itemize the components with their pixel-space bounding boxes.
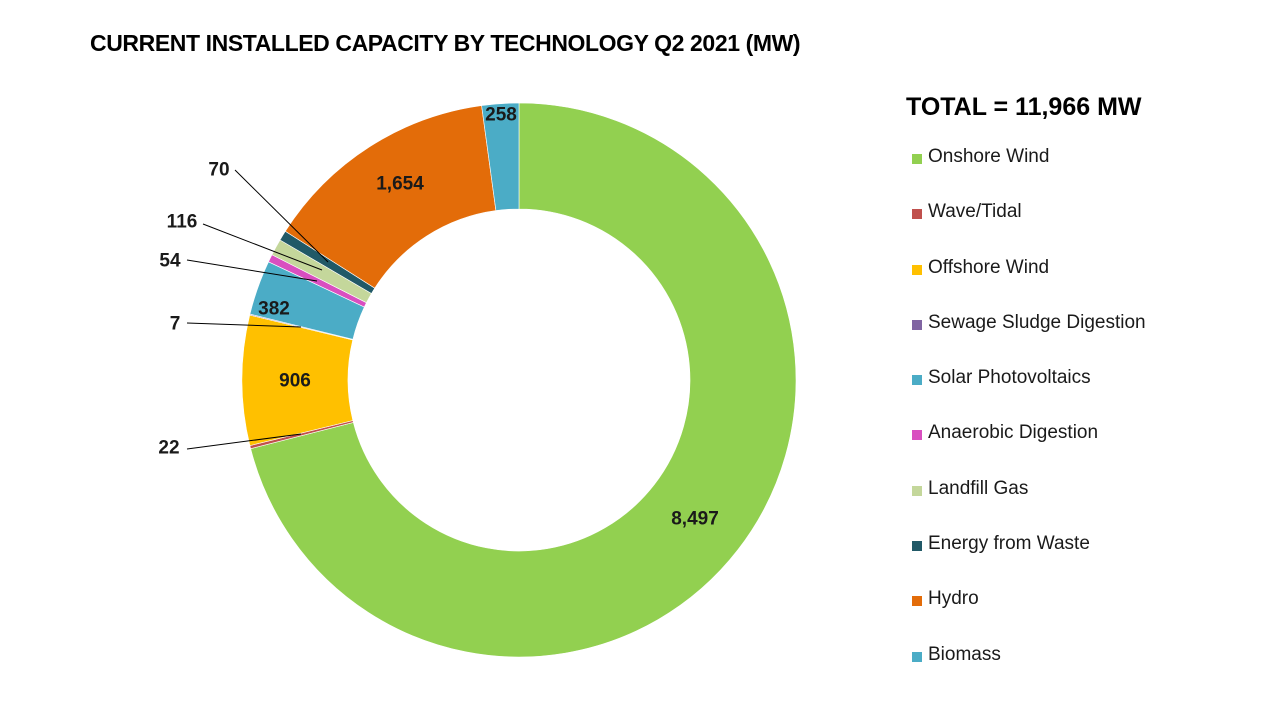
legend-swatch: [912, 319, 922, 330]
data-label-landfill-gas: 116: [167, 212, 198, 233]
leader-line-landfill-gas: [202, 223, 323, 271]
data-label-offshore-wind: 906: [279, 371, 311, 392]
data-label-wave-tidal: 22: [158, 438, 179, 459]
slice-onshore-wind: [250, 102, 797, 658]
leader-line-energy-from-waste: [234, 169, 329, 263]
leader-line-anaerobic-digestion: [186, 259, 318, 282]
legend-label: Energy from Waste: [928, 533, 1090, 555]
legend-item-landfill-gas: Landfill Gas: [912, 478, 1146, 533]
leader-line-sewage-sludge-digestion: [186, 322, 302, 328]
data-label-solar-photovoltaics: 382: [258, 299, 290, 320]
legend-label: Anaerobic Digestion: [928, 422, 1099, 444]
legend: Onshore Wind Wave/Tidal Offshore Wind Sewag…: [912, 146, 1146, 699]
legend-swatch: [912, 154, 922, 164]
data-label-sewage-sludge-digestion: 7: [170, 314, 181, 335]
legend-item-anaerobic-digestion: Anaerobic Digestion: [912, 422, 1146, 477]
legend-label: Sewage Sludge Digestion: [928, 311, 1146, 333]
legend-label: Biomass: [928, 643, 1001, 665]
legend-item-wave-tidal: Wave/Tidal: [912, 201, 1146, 256]
chart-title: CURRENT INSTALLED CAPACITY BY TECHNOLOGY…: [90, 30, 801, 56]
legend-item-biomass: Biomass: [912, 644, 1146, 699]
legend-label: Offshore Wind: [928, 256, 1050, 278]
legend-item-offshore-wind: Offshore Wind: [912, 257, 1146, 312]
legend-swatch: [912, 375, 922, 386]
legend-swatch: [912, 264, 922, 275]
donut-slices: [241, 102, 797, 658]
leader-line-wave-tidal: [186, 433, 302, 450]
slice-biomass: [481, 102, 520, 211]
legend-label: Hydro: [928, 588, 979, 610]
legend-label: Solar Photovoltaics: [928, 367, 1091, 389]
data-label-biomass: 258: [485, 105, 517, 126]
legend-item-solar-photovoltaics: Solar Photovoltaics: [912, 367, 1146, 422]
legend-item-sewage-sludge-digestion: Sewage Sludge Digestion: [912, 312, 1146, 367]
data-label-anaerobic-digestion: 54: [159, 251, 181, 272]
legend-swatch: [912, 651, 922, 662]
legend-label: Landfill Gas: [928, 477, 1029, 499]
data-label-hydro: 1,654: [376, 174, 424, 195]
total-label: TOTAL = 11,966 MW: [906, 93, 1142, 121]
data-labels: 8,497 22 906 7 382 54 116 70 1,654 258: [158, 105, 718, 530]
legend-swatch: [912, 430, 922, 441]
legend-label: Onshore Wind: [928, 146, 1050, 167]
legend-item-onshore-wind: Onshore Wind: [912, 146, 1146, 201]
data-label-onshore-wind: 8,497: [671, 509, 719, 530]
legend-swatch: [912, 485, 922, 496]
legend-swatch: [912, 596, 922, 607]
legend-swatch: [912, 209, 922, 220]
data-label-energy-from-waste: 70: [208, 160, 229, 181]
legend-label: Wave/Tidal: [928, 201, 1022, 223]
legend-swatch: [912, 541, 922, 552]
legend-item-hydro: Hydro: [912, 588, 1146, 643]
leader-lines: [186, 169, 329, 450]
legend-item-energy-from-waste: Energy from Waste: [912, 533, 1146, 588]
